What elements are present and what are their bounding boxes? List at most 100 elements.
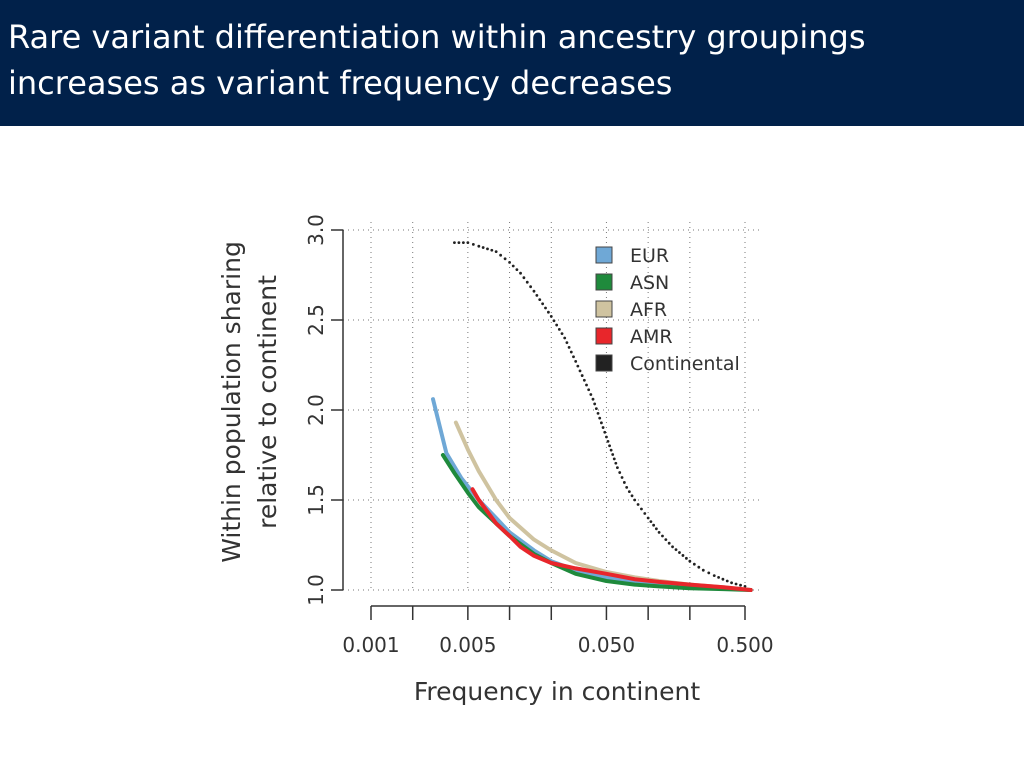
series-point-continental bbox=[614, 461, 618, 465]
series-point-continental bbox=[620, 476, 624, 479]
x-axis-title: Frequency in continent bbox=[414, 677, 701, 706]
series-point-continental bbox=[636, 503, 640, 506]
slide-title-line-2: increases as variant frequency decreases bbox=[8, 64, 673, 102]
y-axis-title: Within population sharing relative to co… bbox=[217, 241, 282, 563]
y-tick-label: 2.0 bbox=[304, 394, 328, 426]
series-point-continental bbox=[598, 416, 602, 420]
series-point-continental bbox=[569, 350, 573, 354]
series-point-continental bbox=[461, 241, 465, 245]
series-point-continental bbox=[499, 253, 503, 257]
legend-swatch bbox=[595, 246, 613, 264]
series-point-continental bbox=[616, 466, 619, 469]
series-point-continental bbox=[552, 319, 556, 323]
series-point-continental bbox=[681, 554, 685, 557]
series-point-continental bbox=[640, 507, 643, 511]
series-point-continental bbox=[544, 306, 547, 310]
series-point-continental bbox=[678, 551, 681, 554]
series-point-continental bbox=[743, 585, 747, 588]
series-point-continental bbox=[612, 457, 616, 461]
grid-layer bbox=[343, 222, 760, 591]
series-point-continental bbox=[622, 481, 626, 484]
series-point-continental bbox=[541, 302, 545, 306]
series-point-continental bbox=[519, 271, 522, 275]
series-point-continental bbox=[532, 289, 536, 293]
slide-title-line-1: Rare variant differentiation within ance… bbox=[8, 18, 866, 56]
series-point-continental bbox=[582, 378, 586, 382]
series-point-continental bbox=[538, 298, 542, 301]
title-bar: Rare variant differentiation within ance… bbox=[0, 0, 1024, 126]
series-point-continental bbox=[587, 388, 591, 392]
series-point-continental bbox=[572, 355, 575, 359]
series-point-continental bbox=[625, 486, 629, 489]
series-point-continental bbox=[627, 490, 631, 493]
legend-item-eur: EUR bbox=[595, 245, 669, 267]
series-point-continental bbox=[608, 444, 611, 448]
legend-item-afr: AFR bbox=[595, 299, 667, 321]
series-point-continental bbox=[664, 538, 668, 541]
series-point-continental bbox=[593, 402, 597, 406]
series-point-continental bbox=[618, 471, 622, 474]
series-point-continental bbox=[601, 426, 605, 429]
x-tick-label: 0.500 bbox=[716, 633, 773, 657]
series-point-continental bbox=[657, 531, 661, 534]
y-axis-title-line-2: relative to continent bbox=[253, 275, 282, 529]
y-tick-label: 2.5 bbox=[304, 304, 328, 336]
series-point-continental bbox=[721, 577, 725, 581]
legend-swatch bbox=[595, 273, 613, 291]
series-point-continental bbox=[494, 250, 498, 254]
y-axis-title-line-1: Within population sharing bbox=[217, 241, 246, 563]
series-point-continental bbox=[667, 541, 671, 545]
series-point-continental bbox=[529, 285, 533, 289]
series-point-continental bbox=[730, 581, 733, 585]
slide-title: Rare variant differentiation within ance… bbox=[8, 14, 1008, 106]
series-point-continental bbox=[486, 247, 489, 251]
series-point-continental bbox=[671, 545, 674, 549]
legend-swatch bbox=[595, 327, 613, 345]
axes-layer: 1.0 1.5 2.0 2.5 3.0 0.001 0.005 0.050 0.500 bbox=[304, 214, 774, 657]
series-point-continental bbox=[725, 579, 729, 583]
series-point-continental bbox=[603, 430, 607, 434]
series-point-continental bbox=[578, 369, 582, 373]
series-point-continental bbox=[515, 268, 519, 271]
series-line-eur bbox=[431, 397, 753, 592]
series-point-continental bbox=[712, 574, 716, 577]
series-point-continental bbox=[633, 498, 637, 502]
legend-item-continental: Continental bbox=[595, 353, 740, 375]
series-point-continental bbox=[701, 568, 705, 572]
series-point-continental bbox=[596, 411, 600, 415]
series-point-continental bbox=[599, 421, 603, 425]
series-point-continental bbox=[466, 241, 470, 245]
series-point-continental bbox=[630, 494, 634, 498]
series-point-continental bbox=[697, 565, 701, 569]
series-point-continental bbox=[684, 556, 688, 560]
y-tick-label: 1.5 bbox=[304, 484, 328, 516]
series-point-continental bbox=[453, 241, 456, 245]
legend-item-asn: ASN bbox=[595, 272, 669, 294]
legend-item-amr: AMR bbox=[595, 326, 673, 348]
series-point-continental bbox=[717, 576, 720, 579]
series-point-continental bbox=[547, 310, 550, 314]
series-point-continental bbox=[643, 512, 647, 515]
x-tick-label: 0.001 bbox=[342, 633, 399, 657]
series-point-continental bbox=[609, 448, 613, 452]
series-point-continental bbox=[654, 527, 658, 531]
series-line-afr bbox=[453, 420, 753, 592]
series-point-continental bbox=[589, 393, 593, 396]
series-point-continental bbox=[605, 435, 608, 439]
legend-label: AMR bbox=[630, 326, 673, 348]
legend: EUR ASN AFR AMR Continental bbox=[595, 245, 740, 375]
series-point-continental bbox=[580, 374, 584, 377]
legend-label: ASN bbox=[630, 272, 669, 294]
y-tick-label: 1.0 bbox=[304, 574, 328, 606]
series-point-continental bbox=[508, 261, 511, 264]
series-point-continental bbox=[606, 439, 610, 443]
series-point-continental bbox=[549, 315, 553, 318]
series-point-continental bbox=[594, 407, 598, 411]
series-point-continental bbox=[471, 243, 475, 246]
series-point-continental bbox=[503, 257, 507, 261]
series-point-continental bbox=[565, 341, 569, 345]
series-point-continental bbox=[688, 559, 692, 563]
series-point-continental bbox=[490, 248, 494, 252]
series-point-continental bbox=[563, 336, 567, 340]
